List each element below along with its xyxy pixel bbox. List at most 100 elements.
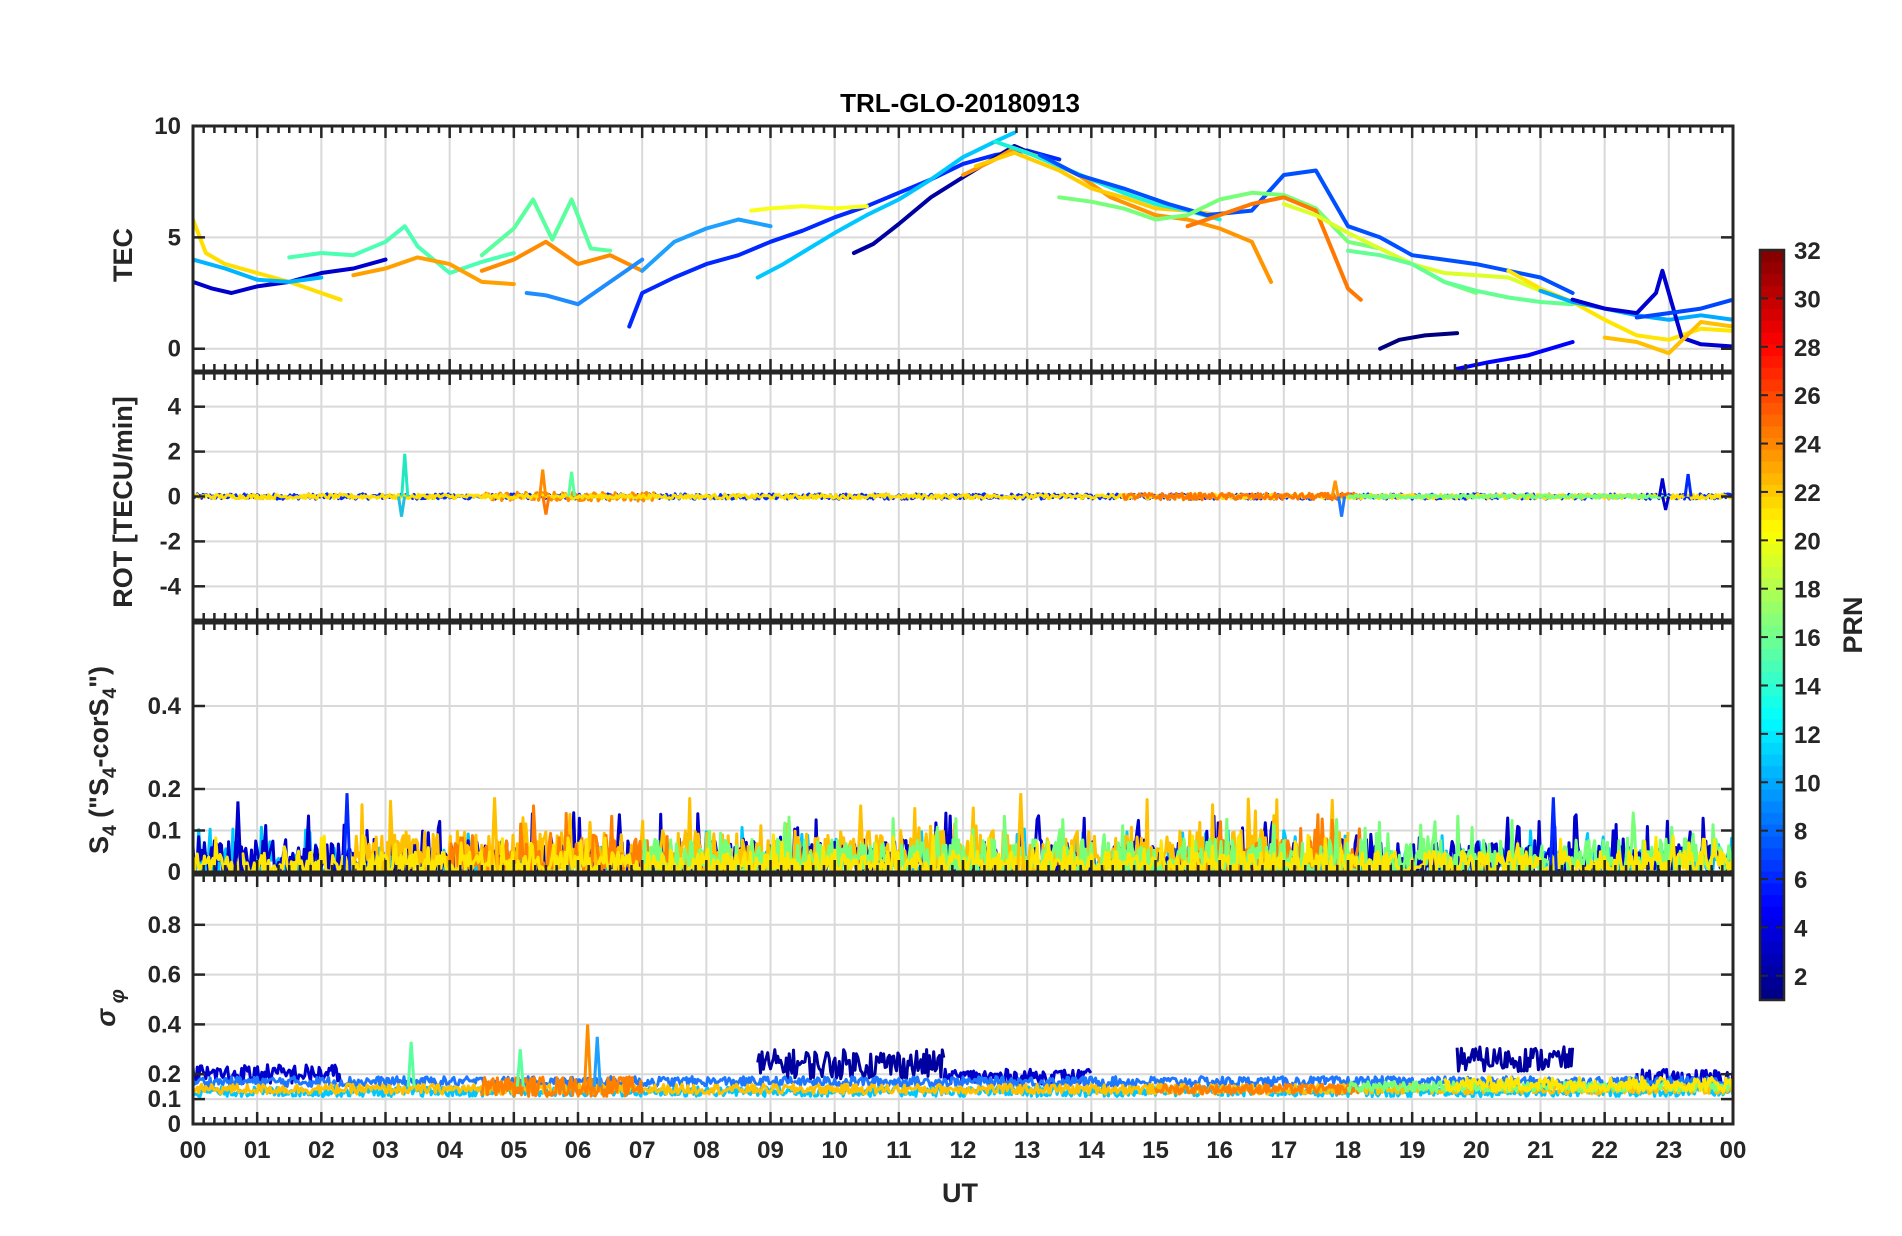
noise-series xyxy=(480,1075,644,1098)
x-tick-label: 21 xyxy=(1527,1137,1554,1164)
colorbar-swatch xyxy=(1760,542,1784,556)
y-tick-label: 0.4 xyxy=(148,693,182,720)
tec-series-line xyxy=(351,255,516,287)
colorbar-swatch xyxy=(1760,425,1784,439)
colorbar-swatch xyxy=(1760,847,1784,860)
colorbar-swatch xyxy=(1760,964,1784,978)
spike-mark xyxy=(592,1036,602,1087)
spike-mark xyxy=(490,797,500,872)
colorbar-swatch xyxy=(1760,578,1784,591)
y-tick-label: 0.6 xyxy=(148,962,181,989)
tec-panel: 0 5 10 xyxy=(154,113,1735,373)
colorbar-tick-label: 28 xyxy=(1794,335,1821,362)
colorbar-tick-label: 20 xyxy=(1794,528,1821,555)
spike-mark xyxy=(538,469,548,497)
x-tick-label: 23 xyxy=(1655,1137,1682,1164)
y-tick-label: 10 xyxy=(154,113,181,140)
colorbar-tick-label: 10 xyxy=(1794,770,1821,797)
colorbar-swatch xyxy=(1760,753,1784,767)
colorbar-swatch xyxy=(1760,554,1784,568)
colorbar-swatch xyxy=(1760,742,1784,755)
colorbar-swatch xyxy=(1760,929,1784,943)
colorbar-swatch xyxy=(1760,660,1784,673)
colorbar-swatch xyxy=(1760,707,1784,720)
noise-series xyxy=(193,1063,343,1086)
spike-mark xyxy=(1548,797,1558,872)
colorbar-swatch xyxy=(1760,367,1784,380)
colorbar-swatch xyxy=(1760,390,1784,403)
tec-series-line xyxy=(193,257,324,284)
rot-axis-label: ROT [TECU/min] xyxy=(108,396,138,607)
noise-series xyxy=(193,1085,1733,1099)
tec-series-line xyxy=(193,257,388,295)
x-tick-label: 08 xyxy=(693,1137,720,1164)
x-tick-label: 11 xyxy=(886,1137,911,1164)
y-tick-label: 0 xyxy=(168,336,181,363)
colorbar-swatch xyxy=(1760,308,1784,321)
spike-mark xyxy=(1661,496,1671,511)
x-tick-label: 13 xyxy=(1014,1137,1041,1164)
x-tick-label: 16 xyxy=(1206,1137,1233,1164)
noise-series xyxy=(193,492,1733,501)
y-tick-label: -4 xyxy=(160,573,182,600)
tec-series-line xyxy=(1185,195,1363,302)
colorbar-swatch xyxy=(1760,449,1784,462)
y-tick-label: 0.1 xyxy=(148,1086,181,1113)
colorbar-swatch xyxy=(1760,484,1784,497)
colorbar-swatch xyxy=(1760,402,1784,415)
spike-mark xyxy=(515,1049,525,1087)
colorbar-swatch xyxy=(1760,250,1784,263)
colorbar-label: PRN xyxy=(1838,596,1868,653)
colorbar-swatch xyxy=(1760,566,1784,579)
y-tick-label: 0.2 xyxy=(148,776,181,803)
colorbar-swatch xyxy=(1760,777,1784,790)
tec-series-line xyxy=(1346,248,1575,307)
colorbar-swatch xyxy=(1760,953,1784,966)
colorbar-swatch xyxy=(1760,613,1784,626)
colorbar-tick-label: 4 xyxy=(1794,915,1808,942)
colorbar-swatch xyxy=(1760,765,1784,778)
colorbar-swatch xyxy=(1760,601,1784,614)
chart-title: TRL-GLO-20180913 xyxy=(840,88,1080,118)
colorbar-tick-label: 8 xyxy=(1794,819,1807,846)
tec-series-line xyxy=(1038,153,1575,295)
colorbar-swatch xyxy=(1760,976,1784,989)
tec-series-line xyxy=(755,130,1017,280)
tec-axis-label: TEC xyxy=(108,228,138,282)
colorbar-tick-label: 24 xyxy=(1794,432,1821,459)
x-tick-label: 10 xyxy=(821,1137,848,1164)
s4-panel: 0 0.1 0.2 0.4 xyxy=(148,621,1735,886)
spike-mark xyxy=(583,1024,593,1087)
colorbar-swatch xyxy=(1760,718,1784,732)
colorbar-tick-label: 18 xyxy=(1794,577,1821,604)
x-tick-label: 04 xyxy=(436,1137,463,1164)
colorbar-tick-label: 14 xyxy=(1794,673,1821,700)
colorbar-swatch xyxy=(1760,636,1784,650)
tec-series-line xyxy=(640,217,773,273)
x-tick-label: 22 xyxy=(1591,1137,1618,1164)
x-tick-label: 20 xyxy=(1463,1137,1490,1164)
y-tick-label: 0 xyxy=(168,859,181,886)
data-layer xyxy=(193,130,1733,371)
colorbar-tick-label: 12 xyxy=(1794,722,1821,749)
colorbar-swatch xyxy=(1760,531,1784,544)
x-tick-label: 12 xyxy=(950,1137,977,1164)
y-tick-label: 4 xyxy=(168,394,182,421)
x-tick-label: 19 xyxy=(1399,1137,1426,1164)
x-tick-label: 06 xyxy=(565,1137,592,1164)
colorbar-swatch xyxy=(1760,941,1784,954)
tec-series-line xyxy=(749,204,869,213)
colorbar-swatch xyxy=(1760,589,1784,603)
y-tick-label: 0.1 xyxy=(148,818,181,845)
spike-mark xyxy=(1657,478,1667,497)
spike-mark xyxy=(1016,793,1026,872)
colorbar-tick-label: 6 xyxy=(1794,867,1807,894)
y-tick-label: 2 xyxy=(168,439,181,466)
tec-series-line xyxy=(1634,297,1733,320)
spike-mark xyxy=(342,793,352,872)
noise-series xyxy=(1346,1080,1733,1094)
colorbar-swatch xyxy=(1760,871,1784,884)
tec-series-line xyxy=(479,239,645,273)
